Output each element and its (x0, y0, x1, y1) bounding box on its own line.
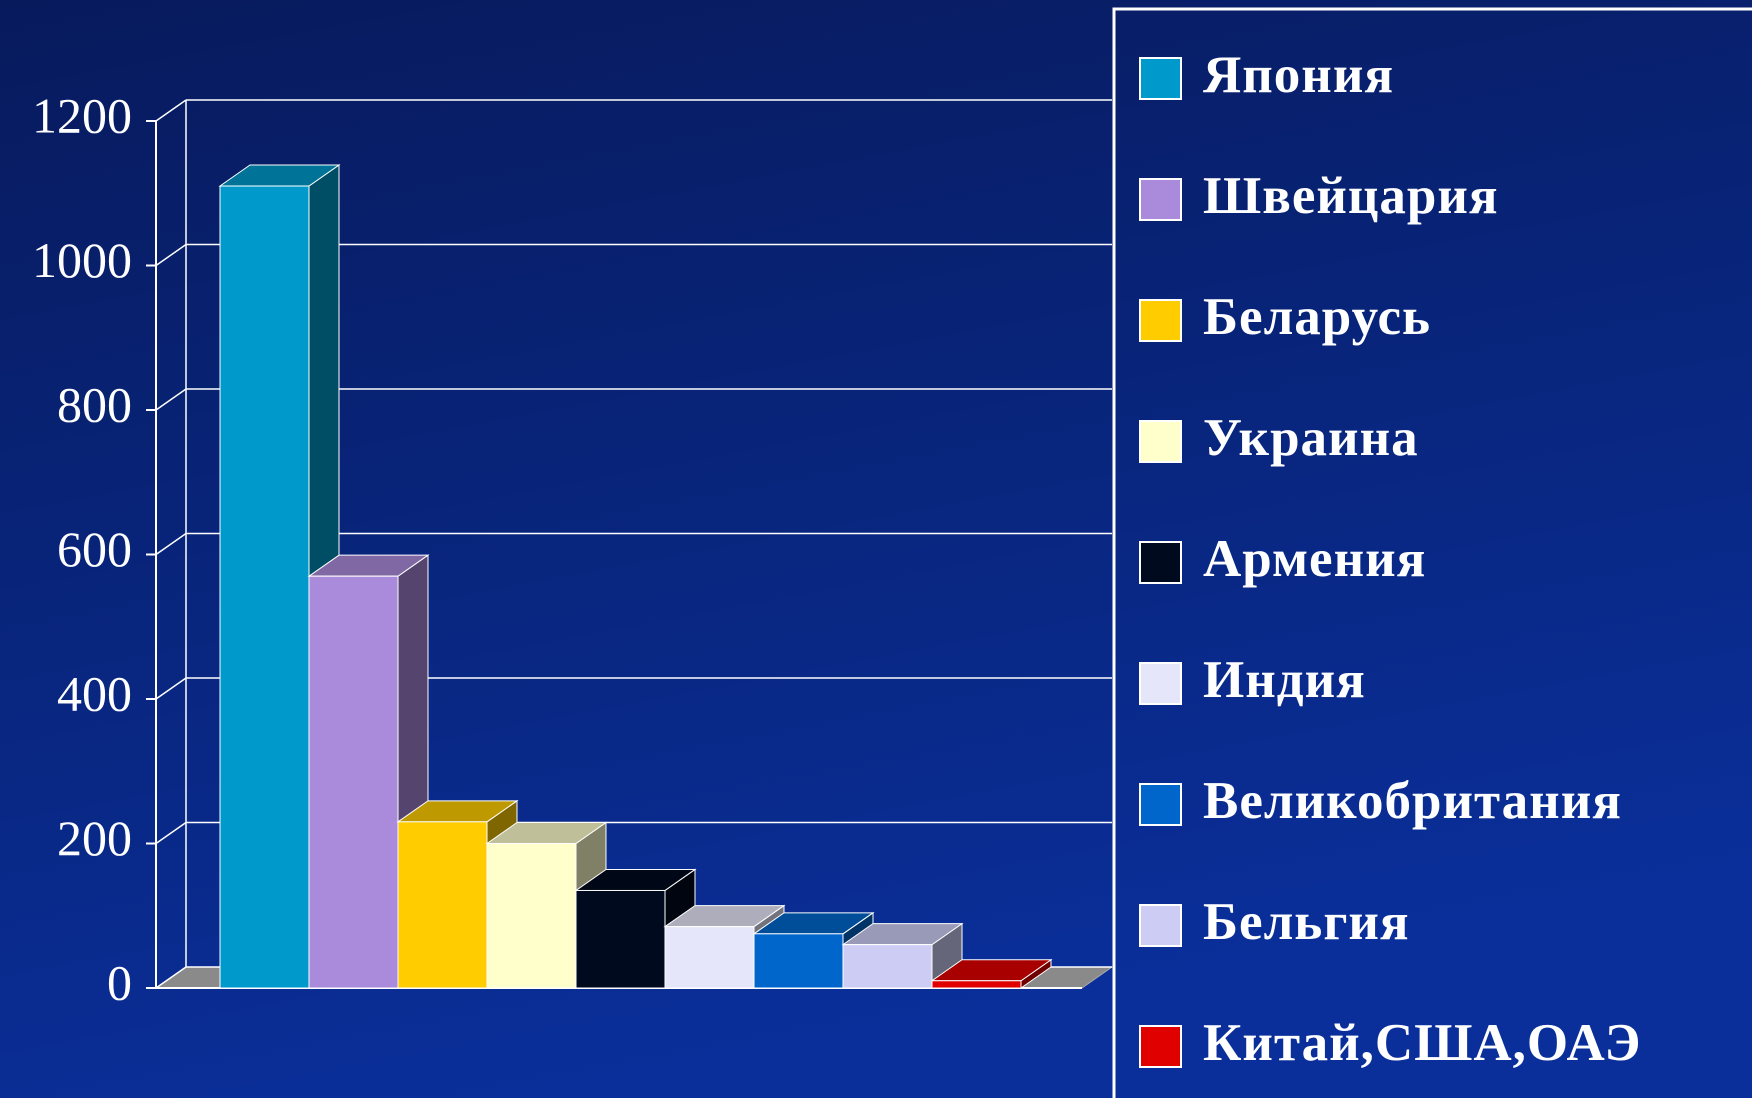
legend-label: Беларусь (1203, 288, 1431, 346)
bar-front (575, 889, 666, 989)
bar-front (842, 944, 933, 989)
legend-swatch (1139, 783, 1182, 826)
grid-line (155, 243, 187, 267)
bar-front (931, 980, 1022, 989)
y-tick-label: 0 (107, 954, 132, 1010)
bar-front (219, 185, 310, 989)
grid-line (155, 677, 187, 700)
legend-label: Армения (1203, 530, 1426, 588)
legend-swatch (1139, 662, 1182, 705)
y-tick-label: 200 (57, 810, 132, 866)
bar-front (753, 933, 844, 989)
grid-line (155, 532, 187, 556)
bar (841, 922, 964, 989)
legend-label: Япония (1203, 46, 1394, 104)
legend-swatch (1139, 57, 1182, 100)
y-tick-label: 1000 (32, 232, 132, 288)
legend-label: Китай,США,ОАЭ (1203, 1014, 1641, 1072)
grid-line (155, 966, 187, 989)
grid-line (155, 99, 187, 122)
grid-line (155, 388, 187, 411)
bar (930, 958, 1053, 989)
bar-front (397, 821, 488, 989)
legend-swatch (1139, 420, 1182, 463)
y-tick-label: 800 (57, 376, 132, 432)
plot-area: 0 200 400 600 800 1000 1200 (32, 87, 1114, 1010)
legend-label: Швейцария (1203, 167, 1499, 225)
legend-swatch (1139, 299, 1182, 342)
bar-front (486, 843, 577, 989)
y-tick-label: 600 (57, 521, 132, 577)
legend-swatch (1139, 904, 1182, 947)
legend: Япония Швейцария Беларусь Украина Армения Инд… (1139, 46, 1641, 1072)
grid-line (155, 821, 187, 845)
legend-border (1112, 7, 1752, 1098)
legend-label: Украина (1203, 409, 1419, 467)
legend-swatch (1139, 541, 1182, 584)
legend-label: Бельгия (1203, 893, 1410, 951)
y-tick-label: 1200 (32, 87, 132, 143)
bar-front (308, 575, 399, 989)
legend-swatch (1139, 1025, 1182, 1068)
y-tick-label: 400 (57, 665, 132, 721)
legend-label: Великобритания (1203, 772, 1622, 830)
bar-front (664, 926, 755, 989)
legend-swatch (1139, 178, 1182, 221)
legend-label: Индия (1203, 651, 1366, 709)
